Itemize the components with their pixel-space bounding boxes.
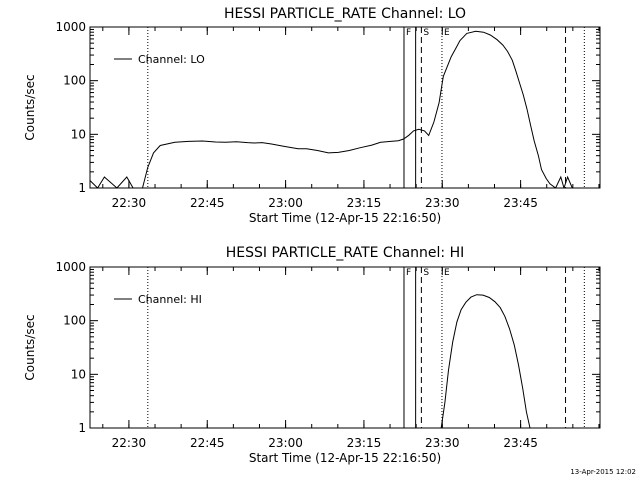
chart-title: HESSI PARTICLE_RATE Channel: LO	[224, 6, 466, 22]
chart-panel-1: HESSI PARTICLE_RATE Channel: LO Counts/se…	[23, 6, 601, 225]
series-line	[440, 294, 531, 428]
x-tick-label: 23:15	[347, 196, 382, 210]
footer-timestamp: 13-Apr-2015 12:02	[570, 468, 636, 476]
plot-frame	[89, 26, 601, 189]
marker-label-E: E	[444, 268, 450, 278]
x-tick-label: 22:30	[112, 196, 147, 210]
y-tick-label: 1	[78, 181, 86, 195]
legend-label: Channel: LO	[138, 53, 205, 66]
y-tick-label: 1000	[55, 20, 86, 34]
x-axis-label: Start Time (12-Apr-15 22:16:50)	[249, 451, 441, 465]
y-tick-label: 1	[78, 421, 86, 435]
chart-panel-2: HESSI PARTICLE_RATE Channel: HI Counts/se…	[23, 245, 601, 465]
y-tick-label: 10	[71, 367, 86, 381]
y-tick-label: 100	[63, 74, 86, 88]
chart-title: HESSI PARTICLE_RATE Channel: HI	[226, 245, 464, 261]
x-tick-label: 23:15	[347, 436, 382, 450]
y-axis-label: Counts/sec	[23, 74, 37, 140]
y-axis-label: Counts/sec	[23, 314, 37, 380]
x-tick-label: 23:45	[503, 436, 538, 450]
x-axis-label: Start Time (12-Apr-15 22:16:50)	[249, 211, 441, 225]
x-tick-label: 23:00	[268, 196, 303, 210]
marker-label-F: F	[406, 28, 411, 38]
x-tick-label: 23:45	[503, 196, 538, 210]
x-tick-label: 22:45	[190, 436, 225, 450]
marker-label-E: E	[444, 28, 450, 38]
x-tick-label: 22:45	[190, 196, 225, 210]
marker-label-S: S	[423, 28, 429, 38]
x-tick-label: 23:30	[425, 196, 460, 210]
marker-label-S: S	[423, 268, 429, 278]
x-tick-label: 22:30	[112, 436, 147, 450]
marker-label-F: F	[406, 268, 411, 278]
x-tick-label: 23:00	[268, 436, 303, 450]
y-tick-label: 100	[63, 314, 86, 328]
x-tick-label: 23:30	[425, 436, 460, 450]
plot-frame	[89, 266, 601, 429]
y-tick-label: 10	[71, 127, 86, 141]
y-tick-label: 1000	[55, 260, 86, 274]
series-line	[90, 30, 584, 188]
legend-label: Channel: HI	[138, 293, 202, 306]
